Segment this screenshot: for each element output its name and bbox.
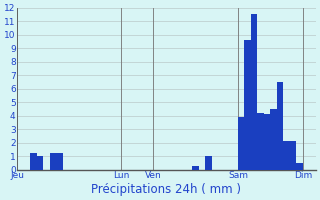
Bar [296, 163, 303, 170]
Bar [192, 166, 199, 170]
Bar [270, 109, 277, 170]
Bar [283, 141, 290, 170]
Bar [205, 156, 212, 170]
Bar [50, 153, 56, 170]
X-axis label: Précipitations 24h ( mm ): Précipitations 24h ( mm ) [92, 183, 242, 196]
Bar [277, 82, 283, 170]
Bar [251, 14, 257, 170]
Bar [36, 156, 43, 170]
Bar [244, 40, 251, 170]
Bar [56, 153, 62, 170]
Bar [257, 113, 264, 170]
Bar [30, 153, 36, 170]
Bar [290, 141, 296, 170]
Bar [238, 117, 244, 170]
Bar [264, 114, 270, 170]
